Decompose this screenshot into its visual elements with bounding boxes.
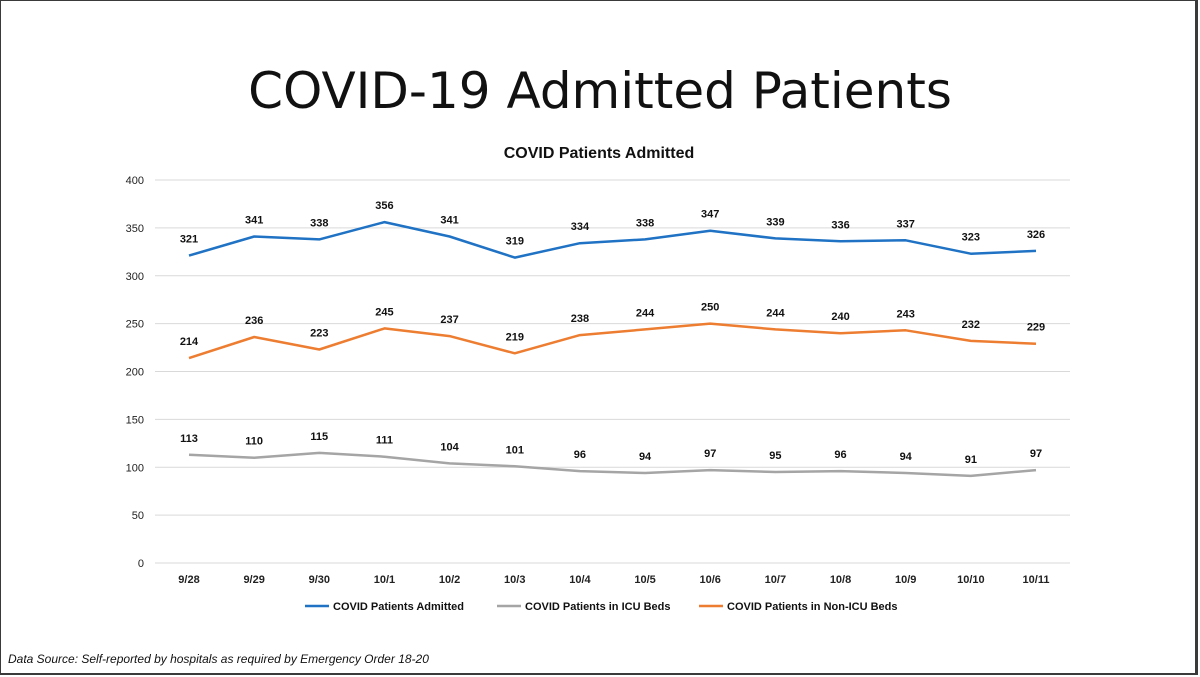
series-line: [188, 451, 1037, 478]
x-tick-label: 9/28: [178, 574, 199, 586]
y-tick-label: 250: [126, 319, 144, 331]
data-label: 104: [440, 441, 459, 453]
data-label: 101: [506, 444, 524, 456]
data-label: 356: [375, 200, 393, 212]
data-label: 243: [897, 308, 915, 320]
data-label: 245: [375, 306, 393, 318]
data-label: 219: [506, 331, 524, 343]
legend-label: COVID Patients in Non-ICU Beds: [727, 601, 898, 613]
data-label: 336: [831, 219, 849, 231]
x-tick-label: 10/11: [1023, 574, 1050, 586]
data-label: 214: [180, 336, 199, 348]
data-label: 334: [571, 221, 590, 233]
legend-label: COVID Patients in ICU Beds: [525, 601, 670, 613]
data-label: 113: [180, 433, 198, 445]
data-label: 347: [701, 209, 719, 221]
data-label: 321: [180, 234, 198, 246]
data-label: 338: [310, 217, 328, 229]
chart-gridlines: [155, 179, 1070, 564]
x-tick-label: 10/1: [374, 574, 395, 586]
y-tick-label: 200: [126, 367, 144, 379]
data-label: 97: [704, 448, 716, 460]
chart-legend: COVID Patients Admitted COVID Patients in…: [305, 601, 898, 613]
x-tick-label: 10/7: [765, 574, 786, 586]
data-label: 96: [834, 449, 846, 461]
data-label: 244: [766, 307, 785, 319]
data-label: 232: [962, 319, 980, 331]
data-label: 339: [766, 216, 784, 228]
y-tick-label: 150: [126, 414, 144, 426]
y-tick-label: 50: [132, 510, 144, 522]
y-tick-label: 0: [138, 558, 144, 570]
x-tick-label: 10/4: [569, 574, 591, 586]
data-label: 94: [639, 451, 652, 463]
y-tick-label: 400: [126, 175, 144, 187]
data-label: 94: [900, 451, 913, 463]
data-label: 323: [962, 232, 980, 244]
x-tick-label: 9/29: [243, 574, 264, 586]
data-label: 236: [245, 315, 263, 327]
data-label: 96: [574, 449, 586, 461]
chart-series: [188, 220, 1037, 478]
x-tick-label: 10/5: [634, 574, 655, 586]
data-label: 237: [440, 314, 458, 326]
y-tick-label: 300: [126, 271, 144, 283]
y-tick-label: 100: [126, 462, 144, 474]
x-tick-label: 9/30: [309, 574, 330, 586]
data-label: 91: [965, 454, 977, 466]
x-tick-label: 10/2: [439, 574, 460, 586]
data-label: 111: [376, 435, 393, 447]
data-label: 341: [440, 214, 458, 226]
data-label: 341: [245, 214, 263, 226]
data-label: 250: [701, 302, 719, 314]
x-tick-label: 10/10: [957, 574, 985, 586]
data-label: 223: [310, 327, 328, 339]
x-tick-label: 10/8: [830, 574, 851, 586]
y-axis: 0 50 100 150 200 250 300 350 400: [126, 175, 144, 570]
series-line: [188, 220, 1037, 259]
x-tick-label: 10/3: [504, 574, 525, 586]
data-label: 110: [245, 436, 263, 448]
data-label: 337: [897, 218, 915, 230]
data-label: 95: [769, 450, 781, 462]
data-source-note: Data Source: Self-reported by hospitals …: [8, 652, 429, 666]
slide-title: COVID-19 Admitted Patients: [248, 62, 952, 120]
data-label: 97: [1030, 448, 1042, 460]
data-label: 115: [310, 431, 328, 443]
data-label: 319: [506, 236, 524, 248]
data-label: 244: [636, 307, 655, 319]
data-label: 229: [1027, 322, 1045, 334]
chart-data-labels: 321 341 338 356 341 319 334 338 347 339 336 337 323 3…: [180, 200, 1045, 466]
legend-label: COVID Patients Admitted: [333, 601, 464, 613]
chart-title: COVID Patients Admitted: [504, 145, 695, 162]
data-label: 240: [831, 311, 849, 323]
series-line: [188, 322, 1037, 360]
data-label: 338: [636, 217, 654, 229]
data-label: 238: [571, 313, 589, 325]
x-tick-label: 10/6: [700, 574, 721, 586]
y-tick-label: 350: [126, 223, 144, 235]
x-tick-label: 10/9: [895, 574, 916, 586]
x-axis: 9/28 9/29 9/30 10/1 10/2 10/3 10/4 10/5 10/6 10/7…: [178, 574, 1049, 586]
data-label: 326: [1027, 229, 1045, 241]
